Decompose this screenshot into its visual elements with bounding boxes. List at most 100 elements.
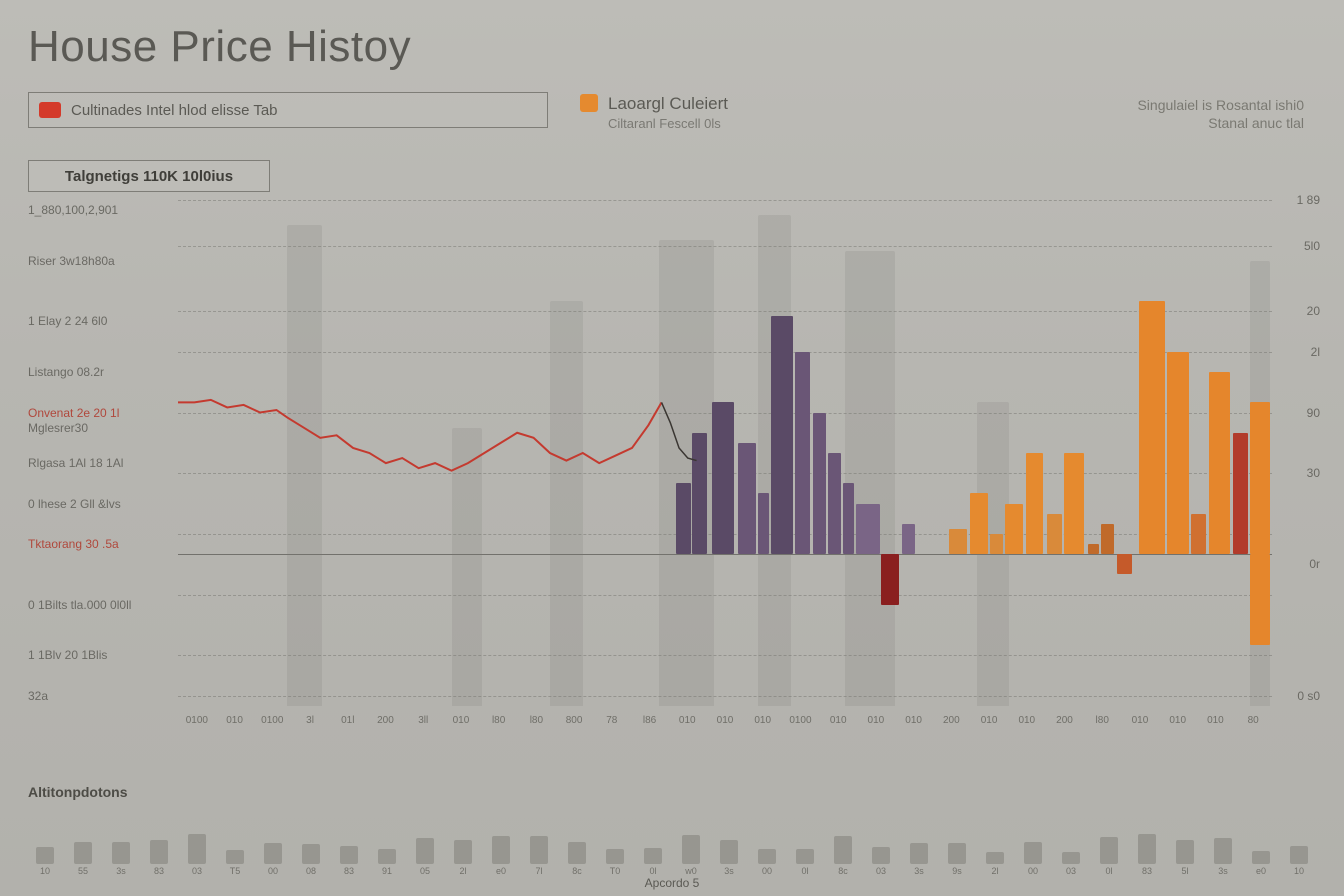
footer-item-label: 00 <box>268 866 278 876</box>
y-tick-right: 5l0 <box>1280 239 1320 253</box>
y-tick-left: Onvenat 2e 20 1l <box>28 406 119 420</box>
footer-item-icon <box>302 844 320 864</box>
footer-item-label: e0 <box>1256 866 1266 876</box>
footer-item-icon <box>720 840 738 864</box>
line-series <box>178 200 1272 706</box>
footer-item: 0l <box>1092 837 1126 876</box>
x-tick: l86 <box>643 715 656 726</box>
y-tick-right: 90 <box>1280 406 1320 420</box>
footer-item-icon <box>872 847 890 864</box>
x-tick: 010 <box>453 715 470 726</box>
x-tick: 010 <box>1018 715 1035 726</box>
chart-note-line2: Stanal anuc tlal <box>1137 114 1304 132</box>
x-axis: 010001001003l01l2003ll010l80l8080078l860… <box>178 706 1272 760</box>
footer-item: 8c <box>826 836 860 876</box>
footer-item-icon <box>416 838 434 864</box>
legend-primary-label: Cultinades Intel hlod elisse Tab <box>71 102 278 119</box>
footer-item-icon <box>644 848 662 864</box>
x-tick: 3l <box>306 715 314 726</box>
footer-item-icon <box>910 843 928 864</box>
footer-item-label: 3s <box>724 866 734 876</box>
footer-item: 55 <box>66 842 100 876</box>
y-tick-right: 2l <box>1280 345 1320 359</box>
footer-item-icon <box>112 842 130 864</box>
footer-item-icon <box>1024 842 1042 864</box>
footer-item-icon <box>188 834 206 864</box>
footer-item: 2l <box>446 840 480 876</box>
footer-item: 03 <box>180 834 214 876</box>
footer-item: e0 <box>484 836 518 876</box>
footer-item-icon <box>1252 851 1270 864</box>
footer-item: e0 <box>1244 851 1278 876</box>
footer-item-icon <box>264 843 282 864</box>
footer-item-icon <box>1290 846 1308 864</box>
footer-item-icon <box>226 850 244 864</box>
footer-item: 5l <box>1168 840 1202 876</box>
x-tick: 010 <box>226 715 243 726</box>
x-tick: 010 <box>754 715 771 726</box>
x-tick: 200 <box>377 715 394 726</box>
legend-secondary-label: Laoargl Culeiert <box>608 94 728 114</box>
chart-page: { "title": "House Price Histoy", "legend… <box>0 0 1344 896</box>
footer-item-icon <box>454 840 472 864</box>
footer-item-label: w0 <box>685 866 697 876</box>
y-tick-left: Mglesrer30 <box>28 421 88 435</box>
footer-item: 2l <box>978 852 1012 876</box>
x-tick: 010 <box>717 715 734 726</box>
footer-item-label: 10 <box>40 866 50 876</box>
y-tick-left: Tktaorang 30 .5a <box>28 537 119 551</box>
footer-item-label: 05 <box>420 866 430 876</box>
footer-item-label: 83 <box>154 866 164 876</box>
y-tick-right: 0 s0 <box>1280 689 1320 703</box>
footer-item: T5 <box>218 850 252 876</box>
footer-item-label: e0 <box>496 866 506 876</box>
footer-item-label: 03 <box>876 866 886 876</box>
footer-item: 10 <box>28 847 62 876</box>
x-tick: 010 <box>981 715 998 726</box>
x-tick: 010 <box>868 715 885 726</box>
footer-item: 91 <box>370 849 404 876</box>
y-tick-right: 30 <box>1280 466 1320 480</box>
footer-item-label: T5 <box>230 866 241 876</box>
x-tick: 0100 <box>261 715 283 726</box>
x-tick: 800 <box>566 715 583 726</box>
footer-item-label: 2l <box>991 866 998 876</box>
footer-item: 7l <box>522 836 556 876</box>
footer-item-label: 83 <box>1142 866 1152 876</box>
x-tick: 200 <box>943 715 960 726</box>
footer-item: 3s <box>104 842 138 876</box>
chart-note-line1: Singulaiel is Rosantal ishi0 <box>1137 96 1304 114</box>
y-tick-left: Rlgasa 1Al 18 1Al <box>28 456 123 470</box>
y-tick-right: 1 89 <box>1280 193 1320 207</box>
footer-item-icon <box>796 849 814 864</box>
footer-item-icon <box>340 846 358 864</box>
footer-item-icon <box>1214 838 1232 864</box>
x-tick: 010 <box>679 715 696 726</box>
footer-item-label: 55 <box>78 866 88 876</box>
footer-item-label: 0l <box>801 866 808 876</box>
footer-item-icon <box>378 849 396 864</box>
footer-item-label: 8c <box>838 866 848 876</box>
footer-item-label: 7l <box>535 866 542 876</box>
chart-subhead: Talgnetigs 110K 10l0ius <box>28 160 270 192</box>
footer-item: 8c <box>560 842 594 876</box>
x-tick: 0100 <box>789 715 811 726</box>
chart-plot-area <box>178 200 1272 706</box>
y-tick-left: 32a <box>28 689 48 703</box>
footer-item-label: T0 <box>610 866 621 876</box>
footer-item-label: 91 <box>382 866 392 876</box>
x-tick: l80 <box>530 715 543 726</box>
footer-item: 83 <box>142 840 176 876</box>
footer-item-icon <box>682 835 700 864</box>
footer-heading: Altitonpdotons <box>28 784 128 800</box>
y-tick-left: 1 1Blv 20 1Blis <box>28 648 107 662</box>
footer-item-icon <box>1062 852 1080 864</box>
y-tick-right: 0r <box>1280 557 1320 571</box>
footer-item-icon <box>530 836 548 864</box>
footer-item: w0 <box>674 835 708 876</box>
footer-item-label: 3s <box>914 866 924 876</box>
footer-item-label: 83 <box>344 866 354 876</box>
footer-item-label: 00 <box>762 866 772 876</box>
x-tick: 78 <box>606 715 617 726</box>
footer-item-icon <box>492 836 510 864</box>
